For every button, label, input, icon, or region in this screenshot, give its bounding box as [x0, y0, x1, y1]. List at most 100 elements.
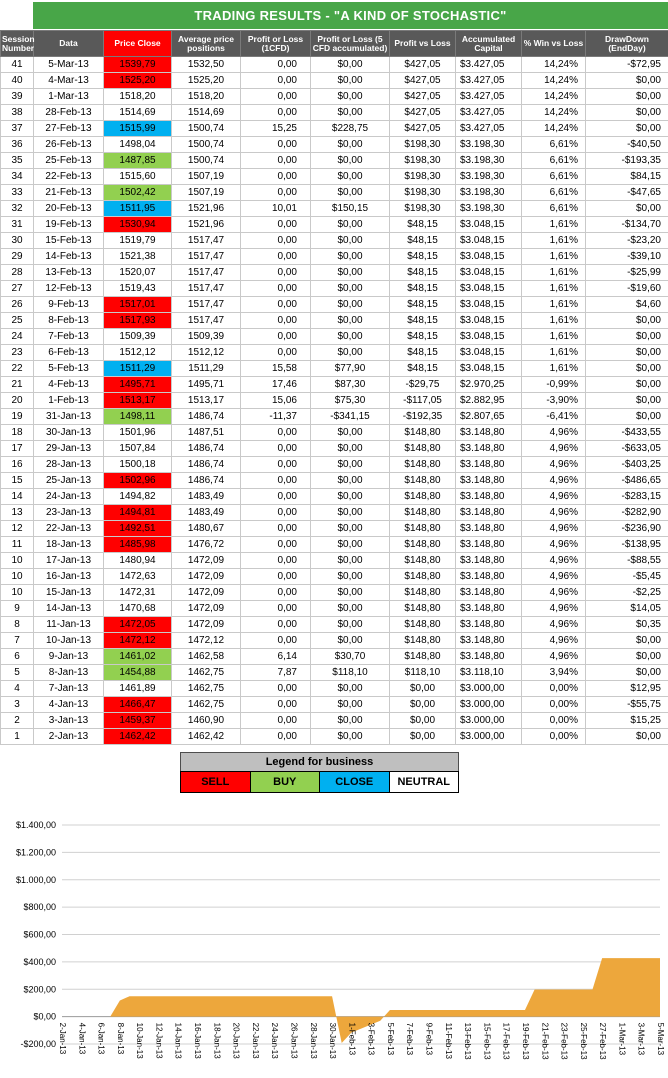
cell-accumulated-capital[interactable]: $3.000,00 [455, 680, 522, 697]
cell-accumulated-capital[interactable]: $3.427,05 [455, 120, 522, 137]
cell-session-number[interactable]: 39 [0, 88, 34, 105]
cell-profit-loss-5cfd[interactable]: $30,70 [310, 648, 390, 665]
cell-date[interactable]: 14-Jan-13 [33, 600, 104, 617]
cell-average-price[interactable]: 1462,75 [171, 664, 241, 681]
cell-profit-loss-1cfd[interactable]: 0,00 [240, 88, 311, 105]
cell-accumulated-capital[interactable]: $3.427,05 [455, 88, 522, 105]
cell-average-price[interactable]: 1517,47 [171, 232, 241, 249]
cell-price-close[interactable]: 1470,68 [103, 600, 172, 617]
cell-session-number[interactable]: 4 [0, 680, 34, 697]
cell-average-price[interactable]: 1521,96 [171, 200, 241, 217]
cell-session-number[interactable]: 18 [0, 424, 34, 441]
cell-price-close[interactable]: 1502,42 [103, 184, 172, 201]
cell-session-number[interactable]: 22 [0, 360, 34, 377]
cell-accumulated-capital[interactable]: $3.148,80 [455, 440, 522, 457]
cell-profit-vs-loss[interactable]: $198,30 [389, 152, 456, 169]
cell-accumulated-capital[interactable]: $3.048,15 [455, 360, 522, 377]
cell-drawdown[interactable]: -$486,65 [585, 472, 668, 489]
cell-average-price[interactable]: 1500,74 [171, 152, 241, 169]
cell-price-close[interactable]: 1518,20 [103, 88, 172, 105]
cell-accumulated-capital[interactable]: $3.000,00 [455, 696, 522, 713]
cell-drawdown[interactable]: $0,00 [585, 344, 668, 361]
cell-profit-vs-loss[interactable]: -$117,05 [389, 392, 456, 409]
cell-accumulated-capital[interactable]: $2.970,25 [455, 376, 522, 393]
cell-profit-loss-1cfd[interactable]: 0,00 [240, 104, 311, 121]
cell-date[interactable]: 8-Feb-13 [33, 312, 104, 329]
cell-price-close[interactable]: 1485,98 [103, 536, 172, 553]
cell-profit-loss-5cfd[interactable]: $0,00 [310, 312, 390, 329]
cell-average-price[interactable]: 1483,49 [171, 488, 241, 505]
cell-drawdown[interactable]: $84,15 [585, 168, 668, 185]
cell-accumulated-capital[interactable]: $3.148,80 [455, 488, 522, 505]
cell-profit-vs-loss[interactable]: $148,80 [389, 536, 456, 553]
cell-profit-loss-5cfd[interactable]: $0,00 [310, 520, 390, 537]
cell-average-price[interactable]: 1512,12 [171, 344, 241, 361]
cell-accumulated-capital[interactable]: $3.148,80 [455, 520, 522, 537]
cell-date[interactable]: 1-Mar-13 [33, 88, 104, 105]
cell-profit-loss-5cfd[interactable]: $0,00 [310, 536, 390, 553]
cell-profit-loss-5cfd[interactable]: $0,00 [310, 632, 390, 649]
cell-average-price[interactable]: 1472,09 [171, 616, 241, 633]
cell-accumulated-capital[interactable]: $3.148,80 [455, 584, 522, 601]
cell-date[interactable]: 25-Feb-13 [33, 152, 104, 169]
cell-price-close[interactable]: 1511,29 [103, 360, 172, 377]
cell-date[interactable]: 6-Feb-13 [33, 344, 104, 361]
cell-average-price[interactable]: 1513,17 [171, 392, 241, 409]
cell-profit-vs-loss[interactable]: $148,80 [389, 632, 456, 649]
cell-profit-vs-loss[interactable]: $148,80 [389, 616, 456, 633]
cell-profit-loss-1cfd[interactable]: 0,00 [240, 520, 311, 537]
cell-price-close[interactable]: 1472,31 [103, 584, 172, 601]
cell-session-number[interactable]: 40 [0, 72, 34, 89]
cell-date[interactable]: 25-Jan-13 [33, 472, 104, 489]
cell-profit-vs-loss[interactable]: $48,15 [389, 216, 456, 233]
col-header-data[interactable]: Data [33, 30, 104, 57]
cell-drawdown[interactable]: $0,00 [585, 72, 668, 89]
cell-win-pct[interactable]: 0,00% [521, 712, 586, 729]
cell-drawdown[interactable]: $0,00 [585, 312, 668, 329]
cell-win-pct[interactable]: -6,41% [521, 408, 586, 425]
cell-price-close[interactable]: 1472,63 [103, 568, 172, 585]
cell-session-number[interactable]: 10 [0, 584, 34, 601]
cell-win-pct[interactable]: 4,96% [521, 504, 586, 521]
cell-profit-loss-1cfd[interactable]: 0,00 [240, 696, 311, 713]
cell-average-price[interactable]: 1472,09 [171, 600, 241, 617]
cell-drawdown[interactable]: $0,00 [585, 664, 668, 681]
cell-win-pct[interactable]: -0,99% [521, 376, 586, 393]
cell-price-close[interactable]: 1500,18 [103, 456, 172, 473]
cell-win-pct[interactable]: 14,24% [521, 56, 586, 73]
cell-profit-vs-loss[interactable]: $148,80 [389, 424, 456, 441]
cell-date[interactable]: 21-Feb-13 [33, 184, 104, 201]
cell-price-close[interactable]: 1520,07 [103, 264, 172, 281]
cell-accumulated-capital[interactable]: $3.148,80 [455, 600, 522, 617]
cell-win-pct[interactable]: 1,61% [521, 232, 586, 249]
cell-accumulated-capital[interactable]: $3.048,15 [455, 312, 522, 329]
corner-cell[interactable] [0, 2, 33, 29]
cell-accumulated-capital[interactable]: $3.148,80 [455, 472, 522, 489]
cell-accumulated-capital[interactable]: $3.048,15 [455, 296, 522, 313]
cell-average-price[interactable]: 1483,49 [171, 504, 241, 521]
cell-win-pct[interactable]: 1,61% [521, 216, 586, 233]
cell-drawdown[interactable]: $0,00 [585, 328, 668, 345]
cell-profit-loss-1cfd[interactable]: 0,00 [240, 552, 311, 569]
cell-profit-vs-loss[interactable]: $0,00 [389, 696, 456, 713]
cell-profit-loss-1cfd[interactable]: 0,00 [240, 56, 311, 73]
cell-price-close[interactable]: 1459,37 [103, 712, 172, 729]
cell-price-close[interactable]: 1515,60 [103, 168, 172, 185]
cell-profit-loss-5cfd[interactable]: $0,00 [310, 56, 390, 73]
cell-profit-vs-loss[interactable]: $148,80 [389, 504, 456, 521]
cell-price-close[interactable]: 1514,69 [103, 104, 172, 121]
cell-drawdown[interactable]: $0,00 [585, 88, 668, 105]
cell-profit-vs-loss[interactable]: $48,15 [389, 248, 456, 265]
cell-date[interactable]: 4-Feb-13 [33, 376, 104, 393]
cell-accumulated-capital[interactable]: $3.198,30 [455, 136, 522, 153]
cell-profit-vs-loss[interactable]: $148,80 [389, 552, 456, 569]
col-header-price-close[interactable]: Price Close [103, 30, 172, 57]
cell-date[interactable]: 11-Jan-13 [33, 616, 104, 633]
cell-profit-loss-1cfd[interactable]: 0,00 [240, 312, 311, 329]
cell-profit-loss-1cfd[interactable]: 0,00 [240, 584, 311, 601]
cell-win-pct[interactable]: 14,24% [521, 88, 586, 105]
cell-profit-loss-1cfd[interactable]: 0,00 [240, 296, 311, 313]
cell-session-number[interactable]: 23 [0, 344, 34, 361]
cell-average-price[interactable]: 1517,47 [171, 312, 241, 329]
cell-session-number[interactable]: 10 [0, 552, 34, 569]
